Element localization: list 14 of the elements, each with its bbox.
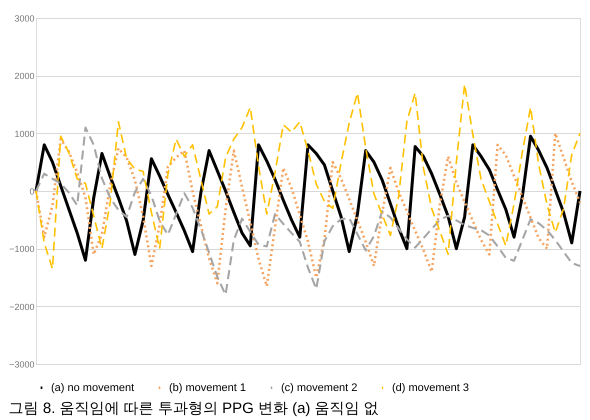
legend-label: (a) no movement (51, 382, 134, 394)
legend-label: (c) movement 2 (281, 382, 358, 394)
legend-label: (b) movement 1 (169, 382, 246, 394)
y-tick-label: 1000 (14, 128, 34, 139)
y-tick-label: 2000 (14, 71, 34, 82)
legend-label: (d) movement 3 (392, 382, 470, 394)
line-series (34, 134, 582, 262)
line-series (35, 84, 581, 270)
y-tick-label: −1000 (9, 244, 34, 254)
y-tick-label: 0 (29, 186, 34, 196)
y-tick-label: 3000 (14, 14, 34, 24)
caption: 그림 8. 움직임에 따른 투과형의 PPG 변화 (a) 움직임 없 (8, 400, 379, 417)
y-tick-label: −2000 (9, 302, 34, 312)
y-tick-label: −3000 (9, 360, 34, 370)
